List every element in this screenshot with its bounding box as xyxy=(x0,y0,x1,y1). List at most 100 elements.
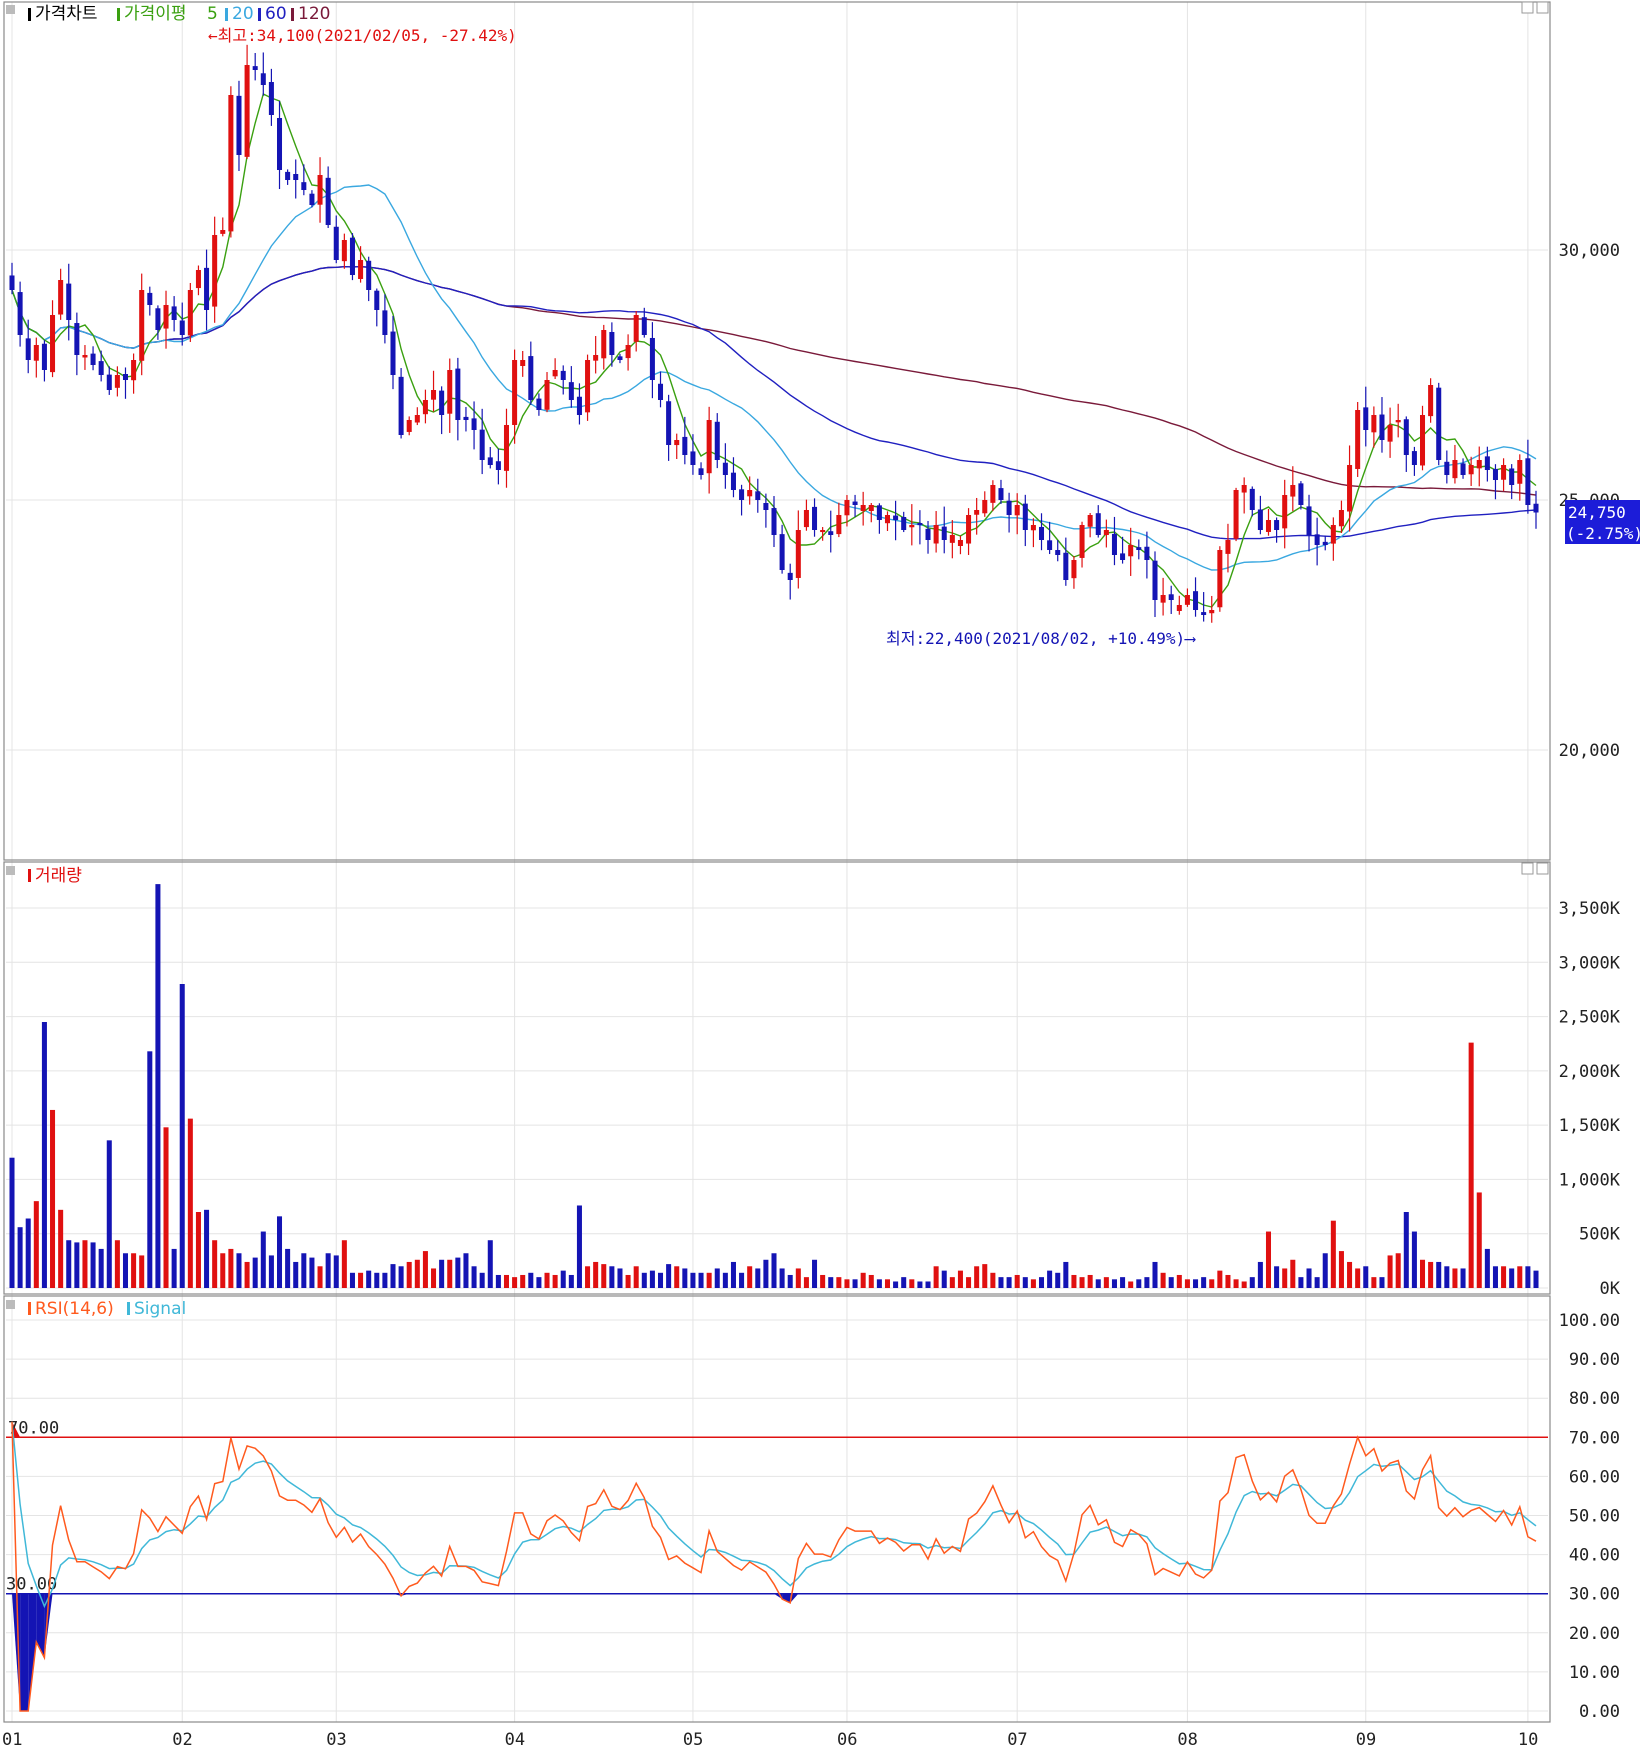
volume-bar xyxy=(674,1266,680,1288)
candle xyxy=(1111,516,1117,566)
candle-body xyxy=(949,535,955,543)
candle-body xyxy=(50,315,56,373)
candle-body xyxy=(195,270,201,289)
panel-menu-icon[interactable] xyxy=(6,1300,15,1309)
volume-tick-label: 0K xyxy=(1600,1279,1621,1299)
candle-body xyxy=(1298,483,1304,505)
month-tick-label: 04 xyxy=(505,1730,525,1750)
month-tick-label: 07 xyxy=(1007,1730,1027,1750)
candle-body xyxy=(325,177,331,225)
candle xyxy=(998,479,1004,504)
rsi-tick-label: 70.00 xyxy=(1569,1428,1620,1448)
candle xyxy=(909,504,915,546)
volume-bar xyxy=(293,1261,299,1288)
volume-bar xyxy=(560,1270,566,1288)
candle-body xyxy=(633,315,639,342)
candle xyxy=(1144,531,1150,579)
candle-body xyxy=(390,331,396,375)
candle xyxy=(657,371,664,408)
candle-body xyxy=(1306,506,1312,535)
volume-bar xyxy=(1282,1268,1288,1288)
candle-body xyxy=(1452,460,1458,479)
candle xyxy=(1306,494,1312,552)
month-tick-label: 01 xyxy=(2,1730,22,1750)
candle xyxy=(325,166,331,228)
minimize-icon[interactable] xyxy=(1521,862,1534,875)
candle-body xyxy=(163,305,169,329)
volume-bar xyxy=(479,1272,485,1288)
candle xyxy=(1201,592,1207,622)
volume-bar xyxy=(1184,1279,1190,1288)
volume-bar xyxy=(593,1261,599,1288)
candle-body xyxy=(422,400,428,415)
candle xyxy=(1217,546,1223,612)
candle xyxy=(1371,406,1377,448)
volume-bar xyxy=(487,1240,493,1288)
candle xyxy=(1298,481,1304,510)
candle xyxy=(1274,517,1280,543)
legend-marker-ma20 xyxy=(225,8,228,21)
candle xyxy=(852,494,858,517)
candle xyxy=(455,357,461,441)
legend-volume: 거래량 xyxy=(35,866,82,886)
candle-body xyxy=(1209,610,1215,614)
candle xyxy=(293,159,299,199)
candle-body xyxy=(1128,545,1134,557)
panel-menu-icon[interactable] xyxy=(6,866,15,875)
candle xyxy=(1160,577,1166,616)
candle-body xyxy=(1087,515,1093,527)
candle xyxy=(1282,479,1288,549)
volume-bar xyxy=(1111,1279,1117,1288)
rsi-70-label: 70.00 xyxy=(8,1418,59,1438)
price-panel-controls[interactable] xyxy=(1521,1,1549,14)
month-tick-label: 05 xyxy=(683,1730,703,1750)
volume-panel-controls[interactable] xyxy=(1521,862,1549,875)
candle-body xyxy=(1184,595,1190,605)
candle xyxy=(682,416,688,465)
candle xyxy=(195,265,201,296)
candle-body xyxy=(341,240,347,262)
minimize-icon[interactable] xyxy=(1521,1,1534,14)
candle xyxy=(1460,458,1466,479)
candle-body xyxy=(536,398,542,410)
candle xyxy=(730,457,736,498)
candle xyxy=(893,500,899,541)
candle xyxy=(901,511,907,533)
legend-price-chart: 가격차트 xyxy=(35,4,98,24)
close-icon[interactable] xyxy=(1536,862,1549,875)
candle xyxy=(1452,444,1458,484)
panel-menu-icon[interactable] xyxy=(6,5,15,14)
candle-body xyxy=(1160,595,1166,603)
candle-body xyxy=(503,425,510,471)
candle-body xyxy=(884,515,891,524)
close-icon[interactable] xyxy=(1536,1,1549,14)
candle-body xyxy=(293,174,299,180)
candle-body xyxy=(1436,387,1442,460)
candle-body xyxy=(828,531,834,535)
candle-body xyxy=(990,485,996,503)
volume-bar xyxy=(9,1157,15,1288)
candle-body xyxy=(1225,540,1231,554)
volume-bar xyxy=(657,1272,664,1288)
volume-bar xyxy=(1087,1274,1093,1288)
candle xyxy=(1436,382,1442,466)
candle xyxy=(917,510,923,545)
candle-body xyxy=(812,506,818,530)
candle-body xyxy=(1428,385,1434,417)
candle-body xyxy=(1282,495,1288,529)
candle xyxy=(544,372,550,413)
candle-body xyxy=(901,517,907,530)
volume-bar xyxy=(682,1268,688,1288)
candle xyxy=(1501,458,1507,491)
candle xyxy=(90,346,96,371)
volume-bar xyxy=(820,1274,826,1288)
volume-bar xyxy=(568,1274,574,1288)
volume-bar xyxy=(982,1264,988,1288)
candle xyxy=(17,281,23,347)
volume-bar xyxy=(1501,1266,1507,1288)
candle-body xyxy=(933,525,939,544)
volume-bar xyxy=(1476,1192,1482,1288)
rsi-30-label: 30.00 xyxy=(6,1575,57,1595)
